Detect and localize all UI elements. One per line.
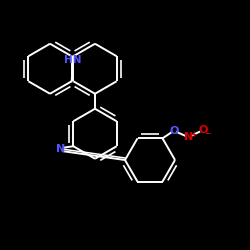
Text: N: N xyxy=(56,144,66,154)
Text: −: − xyxy=(204,128,211,138)
Text: O: O xyxy=(169,126,178,136)
Text: +: + xyxy=(190,130,196,138)
Text: N: N xyxy=(184,132,194,142)
Text: O: O xyxy=(198,125,208,135)
Text: HN: HN xyxy=(64,55,81,65)
